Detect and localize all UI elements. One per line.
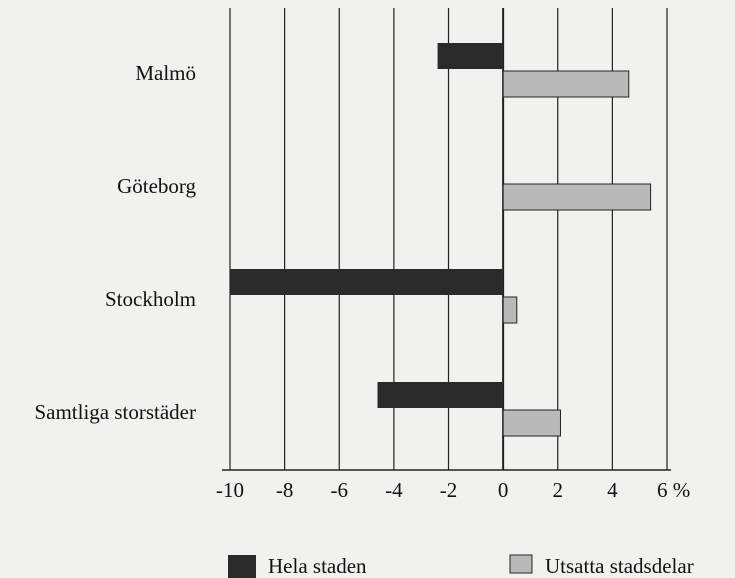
category-label: Göteborg <box>117 174 196 198</box>
x-tick-label: -8 <box>276 478 294 502</box>
bar <box>502 296 518 324</box>
bar <box>377 382 504 408</box>
x-tick-label: -10 <box>216 478 244 502</box>
bar <box>502 409 561 437</box>
category-label: Samtliga storstäder <box>34 400 196 424</box>
category-label: Malmö <box>135 61 196 85</box>
legend-swatch <box>228 555 256 578</box>
bar <box>502 183 652 211</box>
legend-label: Hela staden <box>268 554 367 578</box>
x-tick-label: -6 <box>331 478 349 502</box>
legend-swatch <box>509 554 533 574</box>
bar <box>230 269 504 295</box>
x-tick-label: -4 <box>385 478 403 502</box>
bar <box>502 70 630 98</box>
x-tick-label: 6 % <box>657 478 690 502</box>
x-tick-label: 4 <box>607 478 618 502</box>
x-tick-label: 0 <box>498 478 509 502</box>
x-tick-label: 2 <box>553 478 564 502</box>
bar <box>437 43 504 69</box>
legend-label: Utsatta stadsdelar <box>545 554 694 578</box>
category-label: Stockholm <box>105 287 196 311</box>
x-tick-label: -2 <box>440 478 458 502</box>
